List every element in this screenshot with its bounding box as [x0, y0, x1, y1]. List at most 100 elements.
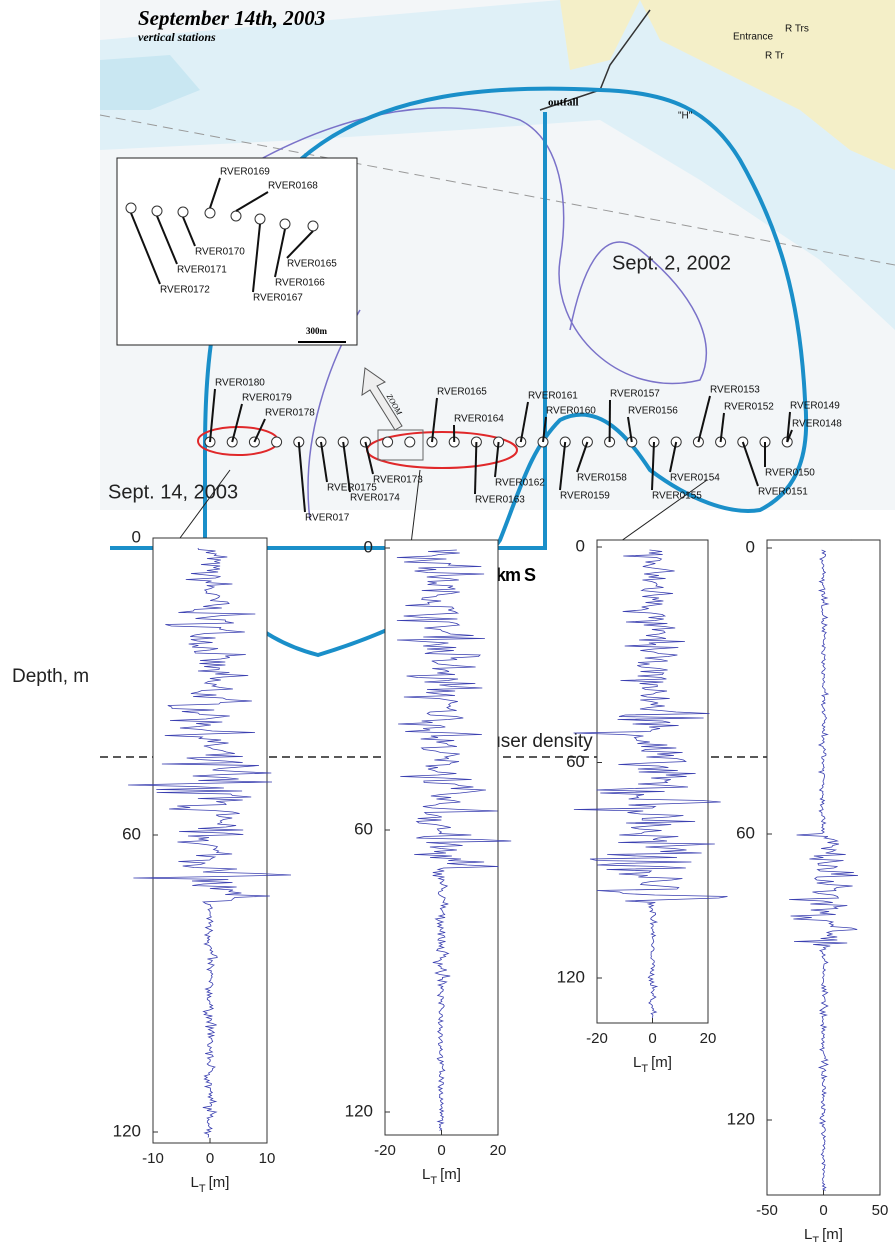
station-label: RVER0158 [577, 473, 627, 484]
station-label: RVER0165 [287, 259, 337, 270]
station-label: RVER0166 [275, 278, 325, 289]
station-label: RVER0164 [454, 414, 504, 425]
subtitle: vertical stations [138, 30, 216, 44]
station-label: RVER0167 [253, 293, 303, 304]
station-label: RVER0156 [628, 406, 678, 417]
profile-panel: -50 0 50 0 60 120 LT[m] [727, 537, 889, 1242]
station-label: RVER0161 [528, 391, 578, 402]
station-label: RVER0171 [177, 265, 227, 276]
station-marker [255, 214, 265, 224]
station-marker [383, 437, 393, 447]
x-tick-label: 20 [700, 1030, 717, 1047]
depth-label: Depth, m [12, 666, 89, 687]
x-axis-label-part: L [804, 1226, 812, 1242]
x-axis-label: LT[m] [804, 1226, 843, 1242]
map-label: "H" [678, 111, 693, 122]
x-tick-label: 0 [648, 1030, 656, 1047]
x-axis-label-part: T [430, 1175, 437, 1187]
station-label: RVER0169 [220, 167, 270, 178]
x-axis-label-part: L [633, 1054, 641, 1071]
station-leader [475, 442, 476, 494]
plume-label: Sept. 14, 2003 [108, 481, 238, 503]
map-label: outfall [548, 97, 579, 109]
y-tick-label: 0 [364, 537, 373, 556]
station-label: RVER0170 [195, 247, 245, 258]
x-axis-label-part: L [191, 1174, 199, 1191]
x-tick-label: 20 [490, 1142, 507, 1159]
x-axis-label-part: T [641, 1063, 648, 1075]
x-tick-label: -20 [374, 1142, 396, 1159]
x-axis-label-part: [m] [440, 1166, 461, 1183]
x-tick-label: 0 [437, 1142, 445, 1159]
y-tick-label: 120 [557, 967, 585, 986]
profile-panel: -20 0 20 0 60 120 LT[m] [557, 480, 728, 1075]
y-tick-label: 120 [113, 1121, 141, 1140]
x-axis-label-part: [m] [651, 1054, 672, 1071]
station-marker [231, 211, 241, 221]
scale-label: 300m [306, 326, 328, 336]
station-label: RVER0150 [765, 468, 815, 479]
station-label: RVER0174 [350, 493, 400, 504]
station-label: RVER0178 [265, 408, 315, 419]
x-tick-label: 0 [206, 1150, 214, 1167]
y-tick-label: 60 [354, 819, 373, 838]
station-label: RVER0163 [475, 495, 525, 506]
map-label: Entrance [733, 32, 773, 43]
station-label: RVER0155 [652, 491, 702, 502]
station-label: RVER0162 [495, 478, 545, 489]
plume-label: Sept. 2, 2002 [612, 252, 731, 274]
station-label: RVER0172 [160, 285, 210, 296]
y-tick-label: 0 [132, 527, 141, 546]
station-marker [272, 437, 282, 447]
y-tick-label: 120 [345, 1101, 373, 1120]
y-tick-label: 0 [576, 536, 585, 555]
station-marker [280, 219, 290, 229]
x-axis-label-part: T [199, 1183, 206, 1195]
x-tick-label: -20 [586, 1030, 608, 1047]
figure: September 14th, 2003 vertical stations E… [0, 0, 895, 1242]
station-label: RVER0165 [437, 387, 487, 398]
station-label: RVER0180 [215, 378, 265, 389]
map-label: R Trs [785, 24, 809, 35]
station-label: RVER0148 [792, 419, 842, 430]
station-label: RVER0160 [546, 406, 596, 417]
x-axis-label: LT[m] [633, 1054, 672, 1075]
x-axis-label: LT[m] [422, 1166, 461, 1187]
y-tick-label: 60 [566, 752, 585, 771]
station-marker [178, 207, 188, 217]
station-label: RVER0179 [242, 393, 292, 404]
y-tick-label: 60 [122, 824, 141, 843]
profile-panel: -10 0 10 0 60 120 LT[m] [113, 470, 291, 1195]
station-marker [308, 221, 318, 231]
station-marker [126, 203, 136, 213]
station-label: RVER0168 [268, 181, 318, 192]
station-label: RVER0157 [610, 389, 660, 400]
x-axis-label-part: [m] [822, 1226, 843, 1242]
station-label: RVER0173 [373, 475, 423, 486]
station-label: RVER0154 [670, 473, 720, 484]
station-marker [405, 437, 415, 447]
station-label: RVER0153 [710, 385, 760, 396]
station-label: RVER0152 [724, 402, 774, 413]
map-label: R Tr [765, 51, 785, 62]
station-marker [152, 206, 162, 216]
y-tick-label: 0 [746, 537, 755, 556]
x-tick-label: -50 [756, 1202, 778, 1219]
profile-panel: -20 0 20 0 60 120 LT[m] [345, 470, 512, 1187]
title: September 14th, 2003 [138, 6, 325, 30]
x-axis-label: LT[m] [191, 1174, 230, 1195]
x-tick-label: -10 [142, 1150, 164, 1167]
x-tick-label: 10 [259, 1150, 276, 1167]
y-tick-label: 60 [736, 823, 755, 842]
station-marker [205, 208, 215, 218]
y-tick-label: 120 [727, 1109, 755, 1128]
panel-box [385, 540, 498, 1135]
panel-box [597, 540, 708, 1023]
x-tick-label: 50 [872, 1202, 889, 1219]
x-axis-label-part: T [812, 1235, 819, 1242]
x-axis-label-part: [m] [209, 1174, 230, 1191]
x-tick-label: 0 [819, 1202, 827, 1219]
station-label: RVER0149 [790, 401, 840, 412]
station-label: RVER0151 [758, 487, 808, 498]
station-label: RVER0159 [560, 491, 610, 502]
